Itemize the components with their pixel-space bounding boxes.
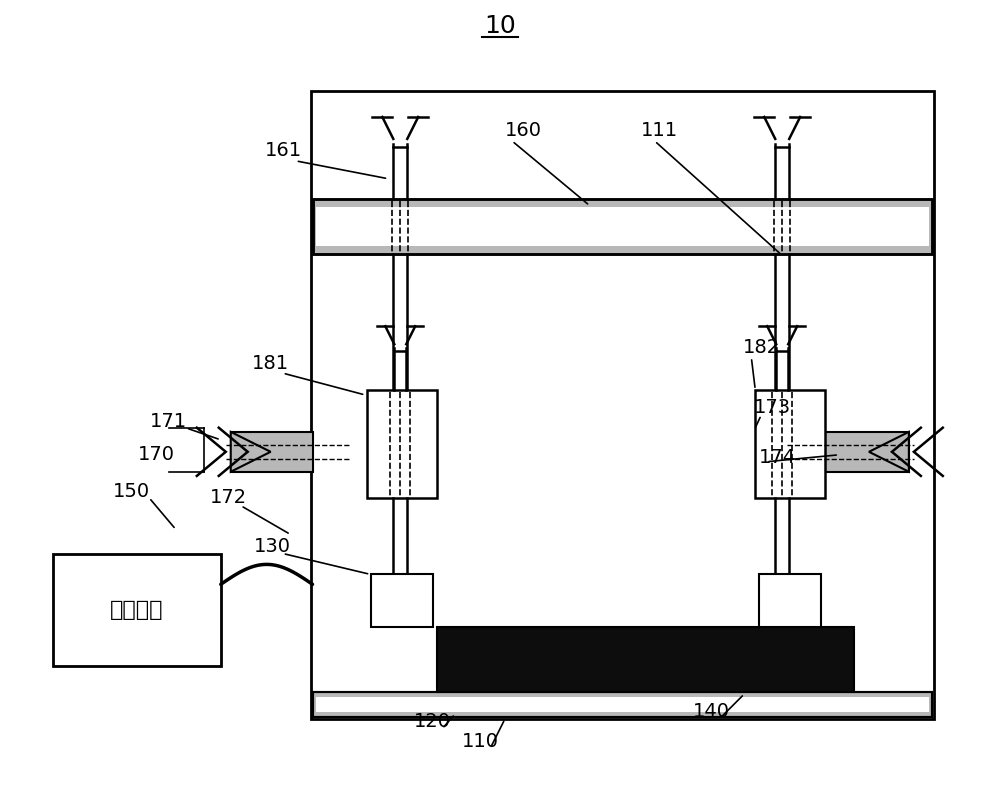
Text: 120: 120	[414, 712, 451, 731]
Text: 182: 182	[743, 337, 780, 356]
Bar	[313, 692, 932, 717]
Bar	[231, 432, 313, 472]
Text: 高压电源: 高压电源	[110, 600, 164, 620]
Bar	[825, 432, 909, 472]
Text: 10: 10	[484, 14, 516, 38]
Bar	[53, 554, 221, 666]
Text: 173: 173	[754, 398, 791, 417]
Text: 172: 172	[210, 488, 247, 507]
Text: 150: 150	[112, 482, 150, 501]
Bar	[316, 207, 929, 246]
Bar	[313, 199, 932, 253]
Text: 160: 160	[504, 121, 541, 140]
Bar	[311, 91, 934, 719]
Bar	[371, 574, 433, 627]
Bar	[437, 627, 854, 692]
Bar	[367, 390, 437, 497]
Bar	[759, 574, 821, 627]
Text: 170: 170	[137, 445, 174, 464]
Bar	[313, 692, 932, 717]
Text: 161: 161	[265, 141, 302, 160]
Bar	[313, 199, 932, 253]
Text: 174: 174	[759, 448, 796, 467]
Text: 130: 130	[254, 537, 291, 556]
Polygon shape	[231, 432, 271, 472]
Text: 140: 140	[693, 703, 730, 722]
Polygon shape	[869, 432, 909, 472]
Text: 171: 171	[150, 413, 187, 432]
Text: 110: 110	[462, 733, 499, 752]
Bar	[316, 697, 929, 712]
Text: 181: 181	[252, 353, 289, 372]
Text: 111: 111	[641, 121, 678, 140]
Bar	[755, 390, 825, 497]
